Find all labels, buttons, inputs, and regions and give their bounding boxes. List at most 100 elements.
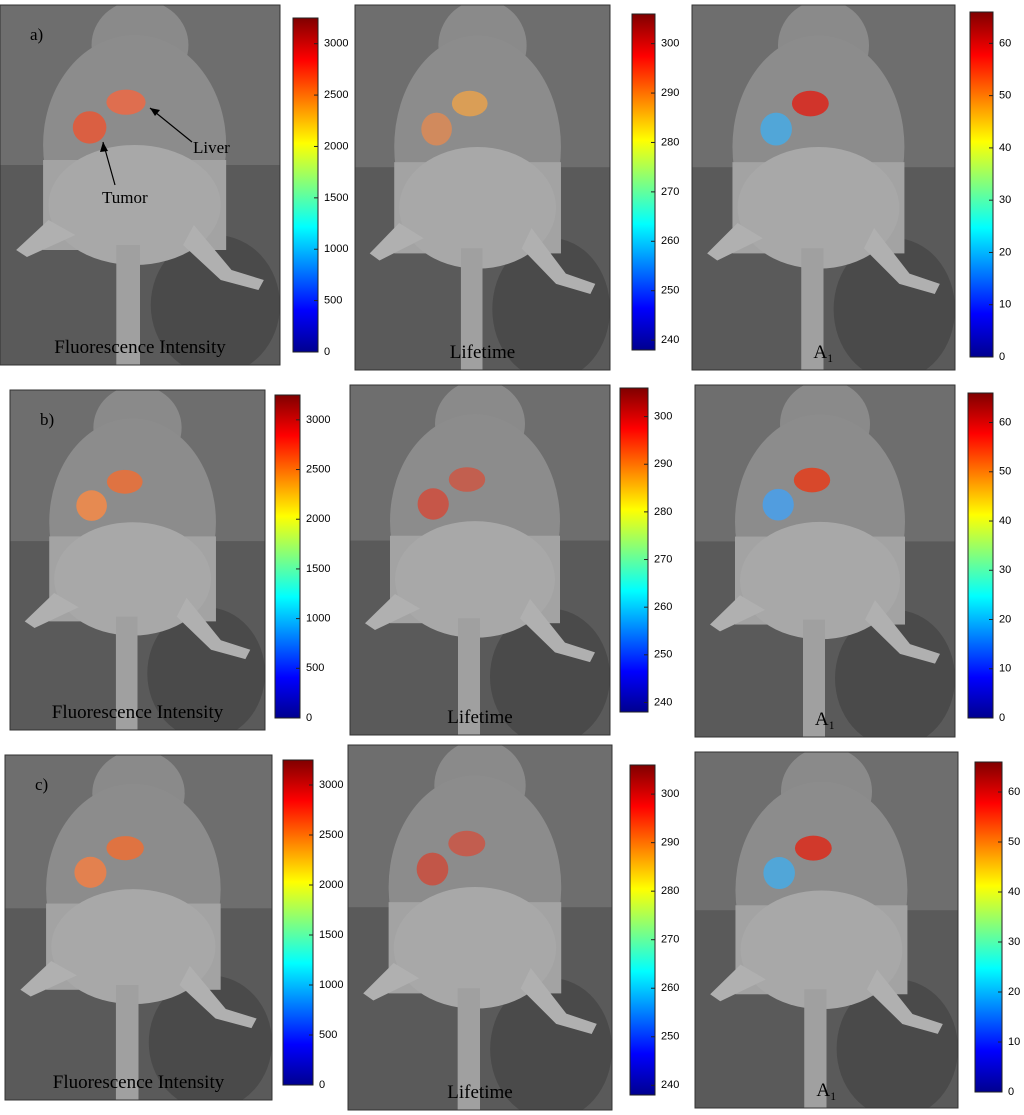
tumor-region bbox=[416, 852, 449, 886]
tick-label: 270 bbox=[661, 186, 679, 198]
tick-label: 250 bbox=[661, 285, 679, 297]
panel-caption: A₁ bbox=[816, 1080, 836, 1101]
liver-region bbox=[106, 836, 144, 861]
annotation: Liver bbox=[193, 138, 230, 157]
tick-label: 30 bbox=[1008, 936, 1020, 948]
liver-region bbox=[451, 90, 488, 117]
tick-label: 10 bbox=[999, 663, 1011, 675]
tick-label: 1500 bbox=[306, 563, 330, 575]
tick-label: 280 bbox=[661, 885, 679, 897]
tumor-region bbox=[76, 490, 107, 521]
tick-label: 290 bbox=[661, 87, 679, 99]
image-border bbox=[694, 751, 959, 1109]
tick-label: 270 bbox=[654, 553, 672, 565]
panel-caption: A₁ bbox=[813, 342, 833, 363]
tick-label: 40 bbox=[1008, 886, 1020, 898]
tick-label: 280 bbox=[661, 136, 679, 148]
tick-label: 20 bbox=[999, 613, 1011, 625]
tick-label: 10 bbox=[999, 299, 1011, 311]
tumor-region bbox=[417, 488, 449, 520]
tick-label: 250 bbox=[654, 649, 672, 661]
tick-label: 500 bbox=[324, 295, 342, 307]
mouse-image bbox=[348, 745, 612, 1110]
image-border bbox=[9, 389, 266, 731]
tick-label: 60 bbox=[999, 37, 1011, 49]
mouse-image bbox=[692, 5, 955, 370]
tick-label: 30 bbox=[999, 564, 1011, 576]
image-border bbox=[349, 384, 611, 736]
tick-label: 0 bbox=[999, 351, 1005, 363]
tick-label: 0 bbox=[324, 346, 330, 358]
colorbar bbox=[967, 392, 994, 719]
colorbar bbox=[619, 387, 649, 713]
tick-label: 260 bbox=[661, 982, 679, 994]
liver-region bbox=[793, 467, 831, 493]
tick-label: 40 bbox=[999, 142, 1011, 154]
tumor-region bbox=[72, 111, 107, 144]
tick-label: 20 bbox=[999, 246, 1011, 258]
mouse-image bbox=[695, 385, 955, 737]
tick-label: 1000 bbox=[306, 613, 330, 625]
colorbar bbox=[969, 11, 994, 358]
colorbar bbox=[292, 17, 319, 353]
tick-label: 300 bbox=[661, 38, 679, 50]
tumor-region bbox=[74, 856, 107, 888]
tick-label: 1500 bbox=[324, 192, 348, 204]
liver-region bbox=[794, 835, 832, 861]
tick-label: 1000 bbox=[324, 243, 348, 255]
tick-label: 50 bbox=[999, 466, 1011, 478]
panel-caption: Fluorescence Intensity bbox=[52, 702, 224, 723]
row-label: c) bbox=[35, 775, 48, 794]
image-border bbox=[4, 754, 273, 1101]
tick-label: 60 bbox=[1008, 786, 1020, 798]
tumor-region bbox=[763, 857, 795, 890]
tick-label: 280 bbox=[654, 506, 672, 518]
tick-label: 50 bbox=[999, 90, 1011, 102]
tick-label: 300 bbox=[661, 788, 679, 800]
tick-label: 240 bbox=[661, 1079, 679, 1091]
arrowhead bbox=[150, 108, 160, 116]
panel-caption: A₁ bbox=[815, 709, 835, 730]
tick-label: 3000 bbox=[324, 38, 348, 50]
arrowhead bbox=[100, 142, 108, 152]
tick-label: 0 bbox=[306, 712, 312, 724]
liver-region bbox=[448, 467, 486, 492]
colorbar bbox=[631, 13, 656, 351]
tick-label: 300 bbox=[654, 410, 672, 422]
tick-label: 240 bbox=[661, 334, 679, 346]
panel-caption: Lifetime bbox=[447, 1082, 512, 1103]
mouse-image bbox=[355, 5, 610, 370]
tick-label: 0 bbox=[999, 712, 1005, 724]
tick-label: 2000 bbox=[306, 513, 330, 525]
panel-caption: Fluorescence Intensity bbox=[54, 337, 226, 358]
tick-label: 290 bbox=[654, 458, 672, 470]
tick-label: 2500 bbox=[306, 463, 330, 475]
colorbar bbox=[282, 759, 314, 1086]
tick-label: 10 bbox=[1008, 1036, 1020, 1048]
tick-label: 2500 bbox=[319, 829, 343, 841]
tick-label: 3000 bbox=[306, 414, 330, 426]
tumor-region bbox=[421, 112, 452, 146]
tick-label: 250 bbox=[661, 1031, 679, 1043]
image-border bbox=[694, 384, 956, 738]
tick-label: 40 bbox=[999, 515, 1011, 527]
row-label: b) bbox=[40, 410, 54, 429]
tumor-region bbox=[760, 112, 792, 146]
tick-label: 50 bbox=[1008, 836, 1020, 848]
panel-caption: Lifetime bbox=[447, 707, 512, 728]
image-border bbox=[691, 4, 956, 371]
arrow bbox=[149, 107, 193, 143]
image-border bbox=[0, 4, 281, 366]
tick-label: 500 bbox=[319, 1029, 337, 1041]
row-label: a) bbox=[30, 25, 43, 44]
liver-region bbox=[791, 90, 829, 117]
tick-label: 500 bbox=[306, 662, 324, 674]
annotation: Tumor bbox=[102, 188, 148, 207]
tick-label: 1000 bbox=[319, 979, 343, 991]
tick-label: 0 bbox=[1008, 1086, 1014, 1098]
panel-caption: Lifetime bbox=[450, 342, 515, 363]
liver-region bbox=[448, 830, 486, 857]
tick-label: 260 bbox=[661, 235, 679, 247]
